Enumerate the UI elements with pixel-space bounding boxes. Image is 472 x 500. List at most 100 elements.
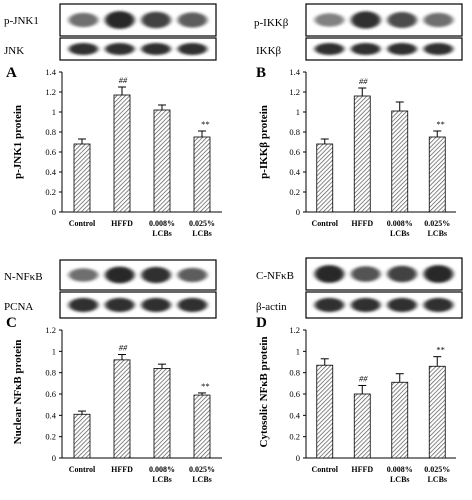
x-tick-label: Control: [69, 465, 96, 474]
x-tick-label: LCBs: [390, 475, 410, 484]
x-tick-label: LCBs: [192, 475, 212, 484]
x-tick-label: LCBs: [192, 229, 212, 238]
y-tick-label: 0.6: [45, 389, 56, 399]
blot-band: [314, 13, 345, 27]
blot-band: [314, 265, 345, 283]
significance-label: ##: [359, 373, 368, 383]
blot-bands: [68, 297, 208, 313]
blot-band: [104, 43, 135, 55]
bar: [428, 365, 446, 459]
bar: [153, 367, 171, 459]
blot-band: [423, 12, 454, 28]
y-tick-label: 1: [52, 107, 56, 117]
bar: [73, 413, 91, 459]
blot-bands: [68, 43, 208, 55]
blot-band: [177, 297, 208, 313]
y-tick-label: 0.6: [45, 147, 56, 157]
y-axis-label: p-IKKβ protein: [258, 105, 270, 179]
blot-band: [104, 266, 135, 284]
bar: [353, 95, 371, 213]
blot-band: [68, 297, 99, 313]
blot-label: N-NFκB: [4, 271, 43, 283]
blot-band: [177, 267, 208, 283]
y-axis-label: p-JNK1 protein: [12, 105, 24, 179]
y-axis-label: Cytosolic NFκB protein: [258, 336, 270, 447]
y-tick-label: 0: [52, 453, 56, 463]
blot-band: [141, 297, 171, 313]
y-tick-label: 0.2: [45, 432, 56, 442]
blot-band: [350, 43, 381, 55]
significance-label: ##: [119, 75, 128, 85]
panel-B: p-IKKβ IKKβ B 0 0.2 0.4 0.6 0.8 1 1.2 1.4 p-IKKβ pr…: [254, 3, 463, 238]
blot-band: [314, 297, 345, 313]
panel-D: C-NFκB β-actin D 0 0.2 0.4 0.6 0.8 1 1.2 Cytosolic…: [256, 257, 463, 484]
y-tick-label: 1: [296, 107, 300, 117]
y-tick-label: 0: [296, 207, 300, 217]
bar: [113, 359, 131, 459]
blot-band: [350, 297, 381, 313]
blot-band: [141, 266, 171, 284]
bar: [353, 393, 371, 459]
bar: [73, 143, 91, 213]
blot-bands: [68, 11, 208, 29]
x-tick-label: 0.008%: [387, 465, 413, 474]
blot-label: p-JNK1: [4, 15, 39, 27]
x-tick-label: 0.008%: [149, 465, 175, 474]
y-axis-label: Nuclear NFκB protein: [12, 340, 24, 445]
y-tick-label: 0.8: [289, 127, 300, 137]
y-tick-label: 0.6: [289, 147, 300, 157]
y-tick-label: 0: [296, 453, 300, 463]
y-tick-label: 1.2: [45, 325, 56, 335]
bar: [113, 94, 131, 213]
blot-band: [177, 12, 208, 28]
y-tick-label: 1.4: [45, 67, 56, 77]
bar: [316, 364, 334, 459]
y-tick-label: 0.4: [289, 410, 300, 420]
y-tick-label: 0.6: [289, 389, 300, 399]
y-tick-label: 1.2: [289, 325, 300, 335]
significance-label: **: [201, 119, 210, 129]
y-tick-label: 1.2: [289, 87, 300, 97]
blot-band: [387, 265, 417, 283]
x-tick-label: 0.025%: [424, 465, 450, 474]
panel-letter: C: [6, 315, 17, 331]
significance-label: ##: [359, 76, 368, 86]
y-tick-label: 1.2: [45, 87, 56, 97]
x-tick-label: LCBs: [427, 475, 447, 484]
blot-label: p-IKKβ: [254, 17, 289, 29]
significance-label: **: [436, 119, 445, 129]
x-tick-label: 0.025%: [424, 219, 450, 228]
blot-band: [387, 11, 417, 29]
bar: [193, 394, 211, 459]
blot-band: [314, 43, 345, 55]
y-tick-label: 1.4: [289, 67, 300, 77]
blot-band: [387, 297, 417, 313]
x-tick-label: 0.025%: [189, 465, 215, 474]
x-tick-label: HFFD: [351, 465, 373, 474]
y-tick-label: 0.4: [45, 167, 56, 177]
x-tick-label: HFFD: [351, 219, 373, 228]
blot-band: [177, 43, 208, 55]
blot-band: [104, 297, 135, 313]
blot-bands: [314, 11, 454, 29]
bar: [153, 109, 171, 213]
y-tick-label: 0.8: [289, 368, 300, 378]
blot-label: PCNA: [4, 301, 33, 313]
x-tick-label: LCBs: [390, 229, 410, 238]
y-tick-label: 0.8: [45, 127, 56, 137]
x-tick-label: HFFD: [111, 219, 133, 228]
blot-bands: [314, 297, 454, 313]
blot-band: [387, 43, 417, 55]
blot-band: [423, 43, 454, 55]
bar: [428, 136, 446, 213]
bar: [391, 381, 409, 459]
x-tick-label: 0.025%: [189, 219, 215, 228]
blot-band: [141, 43, 171, 55]
x-tick-label: LCBs: [427, 229, 447, 238]
blot-band: [423, 297, 454, 313]
y-tick-label: 0.2: [289, 432, 300, 442]
x-tick-label: 0.008%: [149, 219, 175, 228]
blot-band: [68, 268, 99, 282]
x-tick-label: Control: [311, 219, 338, 228]
